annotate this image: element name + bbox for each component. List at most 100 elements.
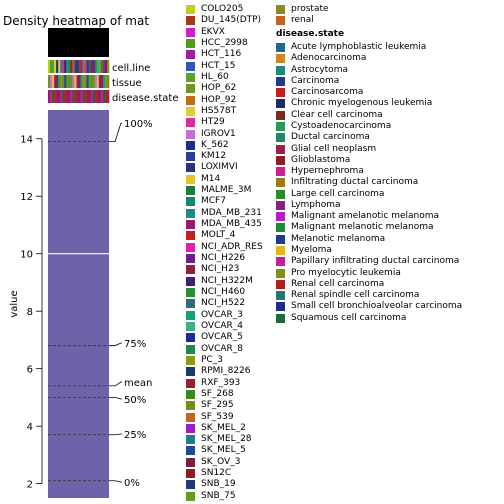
annotation-cell xyxy=(48,60,51,73)
disease-state-legend-item-label: Squamous cell carcinoma xyxy=(291,312,407,323)
cell-line-legend-item-swatch xyxy=(186,186,195,196)
cell-line-legend-item-swatch xyxy=(186,355,195,365)
annotation-cell xyxy=(54,60,57,73)
cell-line-legend-item-swatch xyxy=(186,118,195,128)
cell-line-legend-item-label: HOP_62 xyxy=(201,83,237,94)
annotation-cell xyxy=(74,60,77,73)
annotation-cell xyxy=(84,75,87,88)
annotation-cell xyxy=(72,90,75,103)
cell-line-legend-item-swatch xyxy=(186,288,195,297)
cell-line-legend-item-label: SNB_19 xyxy=(201,479,236,490)
cell-line-legend-item-label: EKVX xyxy=(201,26,225,37)
cell-line-legend-item-label: HCT_15 xyxy=(201,60,236,71)
cell-line-legend-item-swatch xyxy=(186,265,195,275)
quantile-connector xyxy=(109,397,122,400)
cell-line-legend-item-swatch xyxy=(186,367,195,377)
disease-state-legend-item-swatch xyxy=(276,133,285,143)
disease-state-legend-item-label: Myeloma xyxy=(291,245,332,256)
annotation-label-cell.line: cell.line xyxy=(112,63,150,74)
cell-line-legend-item-label: MDA_MB_435 xyxy=(201,219,262,230)
cell-line-legend-item-label: MDA_MB_231 xyxy=(201,207,262,218)
cell-line-legend-item-swatch xyxy=(186,242,195,252)
disease-state-legend-item-swatch xyxy=(276,302,285,312)
cell-line-legend-item-label: OVCAR_3 xyxy=(201,309,244,320)
annotation-cell xyxy=(56,75,59,88)
annotation-cell xyxy=(82,75,85,88)
annotation-cell xyxy=(90,75,94,88)
disease-state-legend-item-label: Small cell bronchioalveolar carcinoma xyxy=(291,301,463,312)
annotation-cell xyxy=(78,75,81,88)
annotation-cell xyxy=(106,90,110,103)
annotation-cell xyxy=(62,60,65,73)
disease-state-legend-item-label: Cystoadenocarcinoma xyxy=(291,120,392,131)
disease-state-legend-item-swatch xyxy=(276,234,285,244)
disease-state-legend-item-label: Adenocarcinoma xyxy=(291,53,367,64)
annotation-cell xyxy=(56,60,59,73)
disease-state-legend-item-swatch xyxy=(276,178,285,188)
disease-state-legend-title: disease.state xyxy=(276,29,345,39)
disease-state-legend-item-swatch xyxy=(276,76,285,86)
annotation-cell xyxy=(62,75,65,88)
annotation-cell xyxy=(62,90,65,103)
disease-state-legend-item-label: Melanotic melanoma xyxy=(291,233,386,244)
annotation-cell xyxy=(50,90,53,103)
annotation-labels: cell.line tissue disease.state xyxy=(112,63,179,104)
disease-state-legend-item-swatch xyxy=(276,65,285,75)
disease-state-legend-item-swatch xyxy=(276,257,285,267)
cell-line-legend-item-swatch xyxy=(186,16,195,26)
annotation-cell xyxy=(106,75,110,88)
quantile-connector xyxy=(109,381,122,387)
annotation-cell xyxy=(68,60,71,73)
cell-line-legend-item-swatch xyxy=(186,401,195,411)
disease-state-legend-item-label: Pro myelocytic leukemia xyxy=(291,267,401,278)
y-tick-label: 10 xyxy=(20,250,33,261)
disease-state-legend-item-label: Astrocytoma xyxy=(291,64,348,75)
annotation-cell xyxy=(96,75,100,88)
cell-line-legend-item-swatch xyxy=(186,38,195,48)
cell-line-legend-item-swatch xyxy=(186,333,195,343)
cell-line-legend-item-swatch xyxy=(186,152,195,162)
annotation-cell xyxy=(74,90,77,103)
disease-state-legend-item-label: Ductal carcinoma xyxy=(291,132,370,143)
cell-line-legend-item-swatch xyxy=(186,50,195,60)
y-tick-label: 8 xyxy=(27,307,33,318)
annotation-cell xyxy=(86,75,89,88)
annotation-cell xyxy=(64,60,67,73)
cell-line-legend-item-swatch xyxy=(186,61,195,71)
annotation-cell xyxy=(54,75,57,88)
cell-line-legend-item-swatch xyxy=(186,299,195,309)
disease-state-legend-item-swatch xyxy=(276,223,285,233)
annotation-cell xyxy=(104,75,108,88)
annotation-cell xyxy=(64,75,67,88)
cell-line-legend-item-label: RXF_393 xyxy=(201,377,241,388)
disease-state-legend-item-swatch xyxy=(276,88,285,98)
disease-state-legend-item-label: Renal spindle cell carcinoma xyxy=(291,290,420,301)
cell-line-legend-item-swatch xyxy=(186,197,195,207)
disease-state-legend-item-swatch xyxy=(276,144,285,154)
annotation-cell xyxy=(86,90,89,103)
disease-state-legend-item-swatch xyxy=(276,167,285,177)
cell-line-legend-item-swatch xyxy=(186,129,195,139)
cell-line-legend-item-label: HCT_116 xyxy=(201,49,242,60)
disease-state-legend-item-label: Hypernephroma xyxy=(291,166,364,177)
cell-line-legend-item-label: PC_3 xyxy=(201,354,223,365)
cell-line-legend-item-swatch xyxy=(186,208,195,218)
annotation-cell xyxy=(64,90,67,103)
annotation-label-disease.state: disease.state xyxy=(112,93,179,104)
cell-line-legend-item-swatch xyxy=(186,5,195,14)
cell-line-legend-item-swatch xyxy=(186,276,195,286)
cell-line-legend-item-label: M14 xyxy=(201,173,221,184)
annotation-cell xyxy=(70,60,73,73)
annotation-cell xyxy=(50,60,53,73)
annotation-cell xyxy=(94,60,98,73)
annotation-cell xyxy=(104,60,108,73)
disease-state-legend-item-swatch xyxy=(276,212,285,222)
y-tick-label: 12 xyxy=(20,192,33,203)
cell-line-legend-item-label: SK_OV_3 xyxy=(201,456,241,467)
cell-line-legend-item-label: SNB_75 xyxy=(201,490,236,501)
cell-line-legend-item-label: MCF7 xyxy=(201,196,226,207)
disease-state-legend-item-swatch xyxy=(276,155,285,165)
cell-line-legend-item-label: SK_MEL_28 xyxy=(201,434,252,445)
annotation-cell xyxy=(88,90,91,103)
disease-state-legend-item-label: Renal cell carcinoma xyxy=(291,278,385,289)
